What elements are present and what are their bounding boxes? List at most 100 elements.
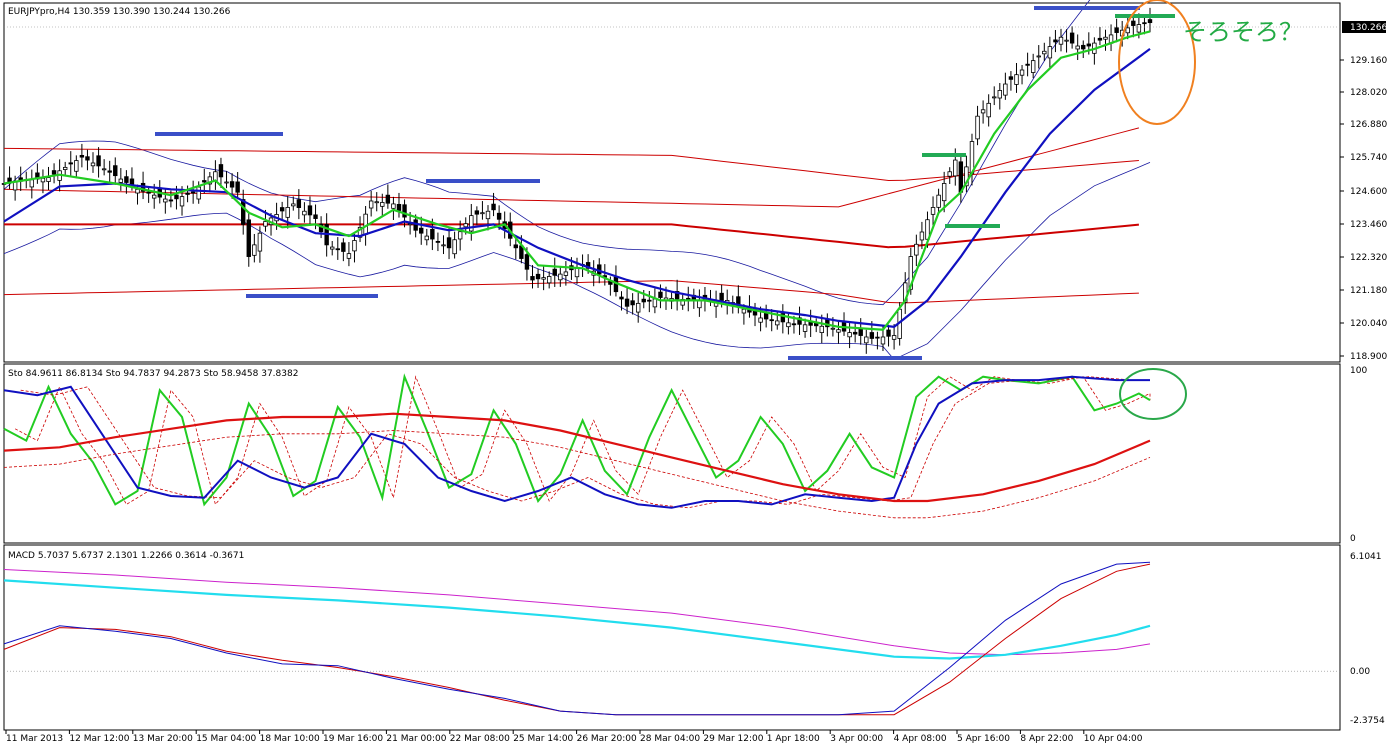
candle-body xyxy=(1008,76,1014,80)
macd-plot: 6.1041 0.00 -2.3754 xyxy=(3,552,1385,726)
candle-body xyxy=(330,246,335,250)
candle-body xyxy=(530,276,535,281)
candle-body xyxy=(252,244,257,256)
long-ma-line xyxy=(4,223,1139,249)
candle-body xyxy=(552,268,557,276)
fast-ma-line xyxy=(3,30,1151,331)
candle-body xyxy=(1036,55,1041,58)
candle-body xyxy=(875,336,880,339)
candle-body xyxy=(941,183,947,202)
candle-body xyxy=(697,300,702,309)
candle-body xyxy=(435,240,441,243)
x-tick-label: 21 Mar 00:00 xyxy=(386,734,446,744)
candle-body xyxy=(174,194,179,200)
y-tick-label: 124.600 xyxy=(1350,187,1387,197)
candle-body xyxy=(229,181,235,188)
x-tick-label: 11 Mar 2013 xyxy=(6,734,63,744)
x-tick-label: 8 Apr 22:00 xyxy=(1020,734,1073,744)
y-tick-label: 122.320 xyxy=(1350,253,1387,263)
candle-body xyxy=(546,276,552,284)
sto-mid-line xyxy=(3,375,1150,509)
candle-body xyxy=(96,155,101,167)
candle-body xyxy=(858,328,863,336)
candle-body xyxy=(919,231,925,241)
candle-body xyxy=(930,207,936,215)
candle-body xyxy=(79,154,85,158)
x-tick-label: 22 Mar 08:00 xyxy=(450,734,510,744)
candle-body xyxy=(819,325,824,333)
candle-body xyxy=(185,192,190,195)
candle-body xyxy=(29,179,35,188)
candle-body xyxy=(780,313,786,323)
annotation-circle-green xyxy=(1119,368,1187,420)
candle-body xyxy=(1064,39,1069,42)
time-axis: 11 Mar 2013 12 Mar 12:00 13 Mar 20:00 15 Ma… xyxy=(5,730,1143,744)
candle-body xyxy=(1142,22,1147,25)
candle-body xyxy=(986,102,991,118)
candle-body xyxy=(90,162,96,167)
candle-body xyxy=(474,210,480,215)
candle-body xyxy=(1047,46,1053,59)
candle-body xyxy=(535,273,541,280)
candle-body xyxy=(246,219,251,257)
candle-body xyxy=(146,191,151,194)
candle-body xyxy=(46,177,51,182)
candle-body xyxy=(85,156,90,161)
candle-body xyxy=(396,203,402,211)
candle-body xyxy=(1053,39,1058,43)
candle-body xyxy=(1014,74,1019,85)
x-tick-label: 10 Apr 04:00 xyxy=(1084,734,1143,744)
x-tick-label: 12 Mar 12:00 xyxy=(69,734,129,744)
stochastic-plot: 100 0 xyxy=(3,366,1367,544)
candle-body xyxy=(891,335,897,340)
macd-main-line xyxy=(3,561,1151,716)
candle-body xyxy=(496,212,502,220)
candle-body xyxy=(624,298,630,307)
candle-body xyxy=(402,204,407,218)
candle-body xyxy=(513,244,519,249)
candle-body xyxy=(1042,50,1047,55)
candle-body xyxy=(630,300,635,306)
candle-body xyxy=(758,317,763,323)
candle-body xyxy=(1097,37,1103,41)
candle-body xyxy=(1131,20,1136,26)
annotation-circle-orange xyxy=(1118,0,1196,125)
sto-fast-line xyxy=(3,373,1151,507)
sto-fast-signal-line xyxy=(14,375,1151,506)
macd-slow-line-2 xyxy=(3,569,1151,656)
candle-body xyxy=(257,232,263,252)
candle-body xyxy=(207,176,213,185)
candle-body xyxy=(852,331,858,335)
candle-body xyxy=(1025,63,1030,66)
candle-body xyxy=(1075,45,1080,50)
candle-body xyxy=(480,212,485,215)
candle-body xyxy=(953,159,958,177)
x-tick-label: 26 Mar 20:00 xyxy=(577,734,637,744)
x-tick-label: 1 Apr 18:00 xyxy=(767,734,820,744)
candle-body xyxy=(791,323,797,326)
candle-body xyxy=(152,194,157,199)
price-axis: 129.160 128.020 126.880 125.740 124.600 123.4… xyxy=(1340,21,1387,362)
candle-body xyxy=(380,202,385,207)
sto-y-tick-label: 0 xyxy=(1350,534,1356,544)
candle-body xyxy=(135,188,140,194)
candle-body xyxy=(118,178,124,183)
candle-body xyxy=(1003,83,1008,96)
price-plot xyxy=(1,0,1340,360)
candle-body xyxy=(163,198,168,203)
candle-body xyxy=(558,273,563,281)
candle-body xyxy=(864,336,869,344)
candle-body xyxy=(830,327,836,330)
candle-body xyxy=(368,200,374,209)
x-tick-label: 4 Apr 08:00 xyxy=(894,734,947,744)
candle-body xyxy=(341,242,346,252)
candle-body xyxy=(179,196,185,207)
candle-body xyxy=(12,181,18,191)
x-tick-label: 28 Mar 04:00 xyxy=(640,734,700,744)
slow-ma-line xyxy=(3,48,1151,328)
macd-pane xyxy=(3,544,1341,731)
stochastic-pane-title: Sto 84.9611 86.8134 Sto 94.7837 94.2873 … xyxy=(8,369,298,379)
y-tick-label: 121.180 xyxy=(1350,286,1387,296)
candle-body xyxy=(302,210,307,216)
candle-body xyxy=(908,256,913,290)
